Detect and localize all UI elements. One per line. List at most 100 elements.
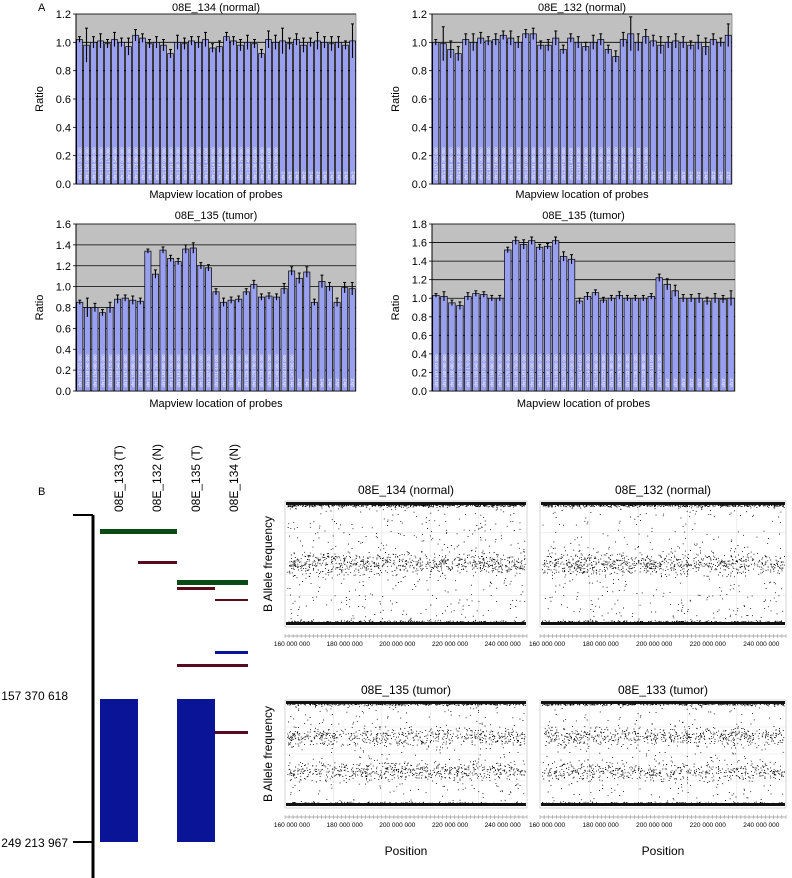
probe-label: chr1:157 372 000: [78, 354, 83, 387]
probe-label: chr2:: [327, 378, 332, 387]
probe-label: chr1:196 320 000: [184, 354, 189, 387]
bar: [663, 283, 671, 392]
bar: [695, 297, 703, 392]
probe-label: chr1:203 510 000: [554, 147, 559, 180]
probe-label: chr2:: [689, 378, 694, 387]
probe-label: chr2:: [294, 171, 299, 180]
segment-map: 08E_133 (T) 08E_132 (N) 08E_135 (T) 08E_134…: [1, 444, 248, 878]
y-tick-label: 0.8: [56, 66, 71, 78]
probe-label: chr1:222 660 000: [591, 147, 596, 180]
probe-label: chr1:183 860 000: [516, 147, 521, 180]
probe-label: chr2:: [705, 378, 710, 387]
sample-label: 08E_133 (T): [112, 445, 126, 512]
probe-label: chr1:240 980 000: [274, 354, 279, 387]
probe-label: chr1:191 980 000: [531, 147, 536, 180]
bar: [307, 41, 314, 185]
probe-label: chr2:: [713, 378, 718, 387]
bar: [717, 41, 725, 185]
probe-label: chr2:: [342, 378, 347, 387]
probe-label: chr2:: [719, 171, 724, 180]
probe-label: chr1:167 060 000: [119, 147, 124, 180]
panel-label-b: B: [38, 486, 45, 498]
probe-label: chr1:247 560 000: [644, 147, 649, 180]
x-tick-label: 220 000 000: [690, 641, 727, 648]
bar: [727, 297, 735, 392]
probe-label: chr1:233 450 000: [625, 354, 630, 387]
x-tick-label: 180 000 000: [327, 641, 364, 648]
bar: [300, 44, 307, 185]
y-tick-label: 0.2: [412, 367, 427, 379]
bar: [719, 298, 727, 392]
y-tick-label: 0.6: [56, 94, 71, 106]
bar-chart-3: 0.0 0.2 0.4 0.6 0.8 1.0 1.2 1.4 1.6 chr1:157 372 …: [34, 210, 357, 410]
probe-label: chr1:163 170 000: [105, 147, 110, 180]
probe-label: chr1:199 800 000: [553, 354, 558, 387]
bar: [703, 300, 711, 392]
probe-label: chr1:211 440 000: [214, 354, 219, 387]
y-axis-label: Ratio: [34, 86, 46, 112]
probe-label: chr1:191 980 000: [537, 354, 542, 387]
probe-label: chr1:244 110 000: [649, 354, 654, 387]
probe-label: chr1:218 890 000: [593, 354, 598, 387]
probe-label: chr2:: [721, 378, 726, 387]
bar: [649, 40, 657, 185]
bar: [349, 40, 356, 185]
probe-label: chr1:214 960 000: [585, 354, 590, 387]
y-tick-label: 0.0: [412, 179, 427, 191]
probe-label: chr1:158 090 000: [85, 354, 90, 387]
y-tick-label: 1.2: [412, 275, 427, 287]
probe-label: chr2:: [320, 378, 325, 387]
y-tick-label: 1.8: [412, 219, 427, 231]
probe-label: chr1:187 030 000: [529, 354, 534, 387]
probe-label: chr2:: [305, 378, 310, 387]
probe-label: chr2:: [343, 171, 348, 180]
probe-label: chr1:203 510 000: [189, 147, 194, 180]
x-tick-label: 220 000 000: [432, 822, 469, 829]
y-tick-label: 1.0: [56, 37, 71, 49]
probe-label: chr1:187 030 000: [168, 354, 173, 387]
probe-label: chr1:161 370 000: [100, 354, 105, 387]
probe-label: chr1:222 660 000: [601, 354, 606, 387]
chart-title: 08E_133 (tumor): [618, 683, 708, 697]
probe-label: chr2:: [666, 171, 671, 180]
segment-bar: [177, 587, 215, 590]
probe-label: chr1:236 610 000: [267, 354, 272, 387]
probe-label: chr1:158 090 000: [84, 147, 89, 180]
x-tick-label: 240 000 000: [743, 641, 780, 648]
x-tick-label: 180 000 000: [583, 641, 620, 648]
bar: [687, 44, 695, 185]
probe-label: chr1:229 780 000: [617, 354, 622, 387]
probe-label: chr1:176 040 000: [506, 354, 511, 387]
probe-label: chr1:247 560 000: [273, 147, 278, 180]
x-axis-label: Mapview location of probes: [149, 398, 283, 410]
baf-band-top: [541, 701, 785, 704]
probe-label: chr1:244 110 000: [282, 354, 287, 387]
probe-label: chr1:229 780 000: [238, 147, 243, 180]
probe-label: chr1:196 320 000: [545, 354, 550, 387]
segment-bar: [177, 664, 248, 667]
probe-label: chr1:169 880 000: [490, 354, 495, 387]
bar: [664, 41, 672, 185]
probe-label: chr1:244 110 000: [266, 147, 271, 180]
probe-label: chr2:: [287, 171, 292, 180]
y-tick-label: 0.8: [412, 312, 427, 324]
x-axis-label: Mapview location of probes: [517, 398, 651, 410]
y-tick-label: 0.4: [412, 349, 427, 361]
chart-title: 08E_132 (normal): [615, 483, 711, 497]
x-tick-label: 220 000 000: [690, 822, 727, 829]
probe-label: chr1:226 380 000: [244, 354, 249, 387]
bar: [303, 271, 311, 392]
probe-label: chr1:214 960 000: [210, 147, 215, 180]
probe-label: chr1:159 480 000: [449, 147, 454, 180]
probe-label: chr1:203 510 000: [561, 354, 566, 387]
bar: [348, 288, 356, 392]
y-tick-label: 0.4: [412, 122, 427, 134]
probe-label: chr1:226 380 000: [599, 147, 604, 180]
probe-label: chr1:236 610 000: [633, 354, 638, 387]
probe-label: chr1:191 980 000: [168, 147, 173, 180]
probe-label: chr1:207 630 000: [561, 147, 566, 180]
probe-label: chr1:233 450 000: [245, 147, 250, 180]
probe-label: chr1:167 060 000: [482, 354, 487, 387]
segment-bar: [138, 561, 177, 564]
probe-label: chr2:: [312, 378, 317, 387]
